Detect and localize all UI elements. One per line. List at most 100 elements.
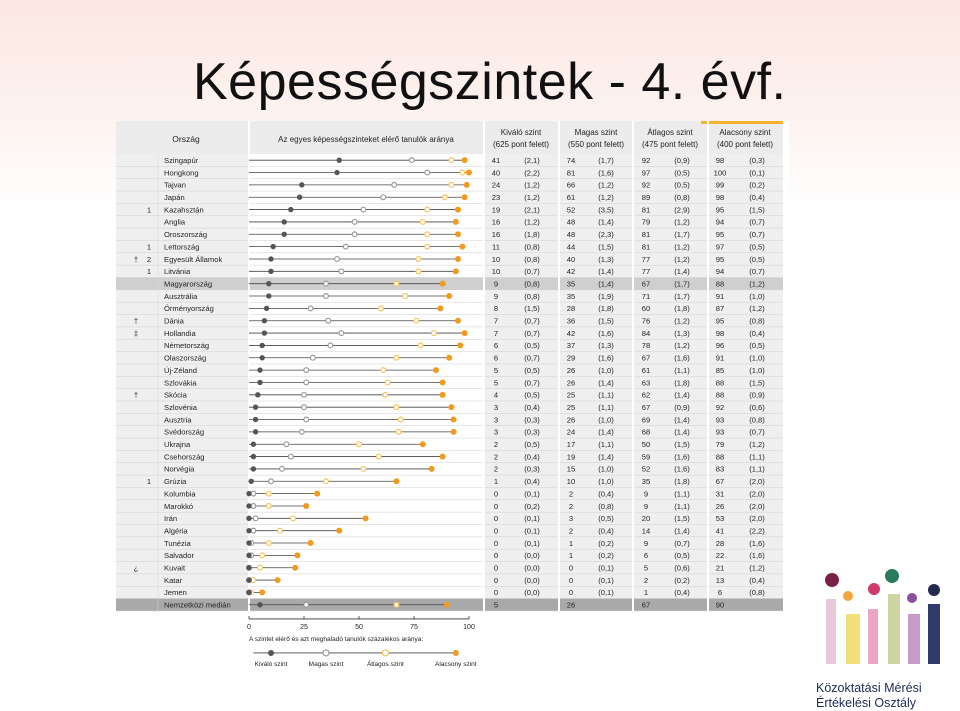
- value-a: 63: [642, 378, 650, 387]
- alacsony-point: [362, 515, 369, 522]
- atlagos-point: [424, 243, 431, 250]
- se-m: (0,8): [598, 502, 614, 511]
- alacsony-point: [446, 293, 453, 300]
- atlagos-point: [419, 218, 426, 225]
- se-a: (1,1): [674, 366, 690, 375]
- alacsony-point: [450, 428, 457, 435]
- kivalo-point: [257, 379, 263, 386]
- value-l: 95: [716, 230, 724, 239]
- value-a: 61: [642, 366, 650, 375]
- value-k: 0: [494, 588, 498, 597]
- se-a: (0,6): [674, 564, 690, 573]
- value-l: 95: [716, 255, 724, 264]
- atlagos-point: [276, 527, 283, 534]
- alacsony-point: [439, 391, 446, 398]
- country-name: Skócia: [164, 391, 188, 400]
- se-m: (1,2): [598, 193, 614, 202]
- se-m: (1,1): [598, 440, 614, 449]
- column-background: [633, 154, 708, 611]
- se-m: (1,6): [598, 168, 614, 177]
- se-k: (1,8): [524, 230, 540, 239]
- se-k: (0,1): [524, 526, 540, 535]
- value-l: 83: [716, 465, 724, 474]
- column-background: [116, 154, 249, 611]
- country-name: Svédország: [164, 428, 204, 437]
- value-k: 9: [494, 292, 498, 301]
- value-l: 95: [716, 317, 724, 326]
- se-m: (2,3): [598, 230, 614, 239]
- value-a: 9: [644, 489, 648, 498]
- se-a: (0,9): [674, 156, 690, 165]
- se-m: (0,2): [598, 539, 614, 548]
- atlagos-point: [290, 515, 297, 522]
- value-m: 25: [567, 391, 575, 400]
- se-k: (2,1): [524, 156, 540, 165]
- atlagos-point: [265, 502, 272, 509]
- se-k: (0,5): [524, 366, 540, 375]
- country-name: Algéria: [164, 526, 188, 535]
- se-m: (0,1): [598, 564, 614, 573]
- country-name: Csehország: [164, 452, 205, 461]
- value-m: 15: [567, 465, 575, 474]
- se-m: (1,2): [598, 181, 614, 190]
- se-l: (0,7): [749, 218, 765, 227]
- se-k: (0,1): [524, 489, 540, 498]
- country-name: Kuvait: [164, 564, 186, 573]
- country-name: Olaszország: [164, 354, 206, 363]
- header-alacsony-title: Alacsony szint: [719, 128, 771, 137]
- value-l: 88: [716, 378, 724, 387]
- se-m: (0,4): [598, 489, 614, 498]
- value-l: 88: [716, 452, 724, 461]
- kivalo-point: [270, 243, 276, 250]
- value-a: 20: [642, 514, 650, 523]
- alacsony-point: [444, 601, 450, 608]
- value-l: 91: [716, 292, 724, 301]
- se-k: (0,1): [524, 514, 540, 523]
- value-k: 16: [492, 230, 500, 239]
- value-l: 22: [716, 551, 724, 560]
- value-m: 36: [567, 317, 575, 326]
- x-tick-label: 0: [247, 624, 251, 631]
- slide-title: Képességszintek - 4. évf.: [193, 53, 787, 111]
- value-m: 17: [567, 440, 575, 449]
- value-a: 79: [642, 218, 650, 227]
- footnote-mark: 1: [147, 205, 151, 214]
- value-k: 10: [492, 255, 500, 264]
- country-name: Grúzia: [164, 477, 187, 486]
- legend-label: Kiváló szint: [255, 661, 288, 668]
- se-m: (1,4): [598, 452, 614, 461]
- atlagos-point: [265, 490, 272, 497]
- kivalo-point: [261, 318, 268, 324]
- se-l: (1,6): [749, 539, 765, 548]
- value-m: 0: [569, 564, 573, 573]
- alacsony-point: [461, 194, 468, 201]
- legend-marker: [452, 649, 459, 656]
- value-k: 3: [494, 415, 498, 424]
- x-tick-label: 50: [355, 624, 363, 631]
- se-l: (0,8): [749, 317, 765, 326]
- value-k: 19: [492, 205, 500, 214]
- kivalo-point: [263, 305, 270, 312]
- magas-point: [391, 181, 398, 188]
- se-l: (1,2): [749, 279, 765, 288]
- magas-point: [279, 465, 286, 472]
- se-k: (0,4): [524, 452, 540, 461]
- value-k: 0: [494, 489, 498, 498]
- value-l: 41: [716, 526, 724, 535]
- alacsony-point: [452, 268, 459, 275]
- value-m: 26: [567, 366, 575, 375]
- header-atlagos-title: Átlagos szint: [647, 128, 693, 137]
- footnote-mark: 2: [147, 255, 151, 264]
- se-l: (1,2): [749, 440, 765, 449]
- magas-point: [351, 231, 358, 238]
- kivalo-point: [246, 527, 252, 534]
- se-l: (0,8): [749, 415, 765, 424]
- magas-point: [380, 194, 387, 201]
- value-m: 52: [567, 205, 575, 214]
- atlagos-point: [397, 416, 404, 423]
- se-a: (1,4): [674, 391, 690, 400]
- se-a: (0,2): [674, 576, 690, 585]
- se-m: (1,9): [598, 292, 614, 301]
- value-a: 6: [644, 551, 648, 560]
- value-m: 35: [567, 279, 575, 288]
